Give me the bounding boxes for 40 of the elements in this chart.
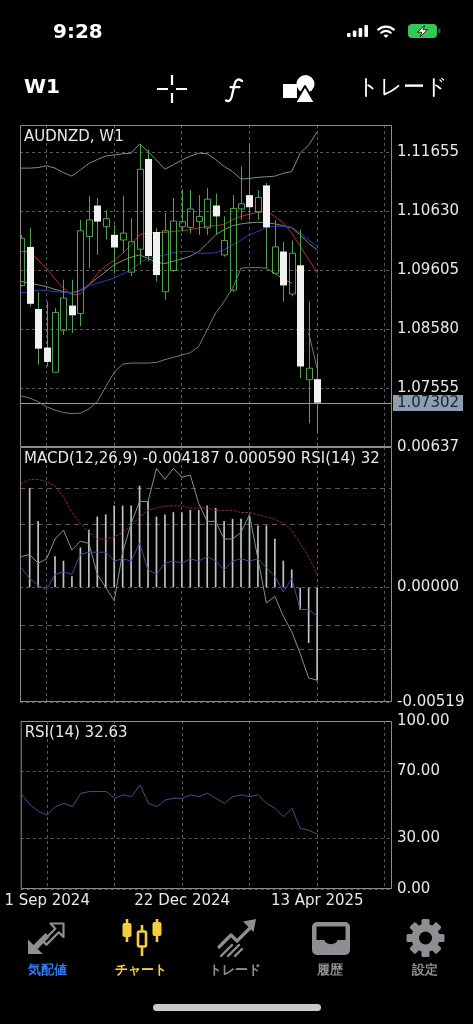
text: 9:28 [53, 19, 103, 43]
text: 履歴 [317, 962, 343, 978]
candlestick [86, 195, 93, 269]
y-tick-label: 30.00 [397, 828, 440, 847]
candlestick [255, 189, 262, 221]
text: 設定 [412, 962, 438, 978]
ref-line-label: 1.07302 [397, 393, 460, 411]
x-tick-label: 1 Sep 2024 [4, 890, 90, 909]
candlestick [128, 217, 135, 277]
candlestick [137, 143, 144, 266]
y-tick-label: 0.00000 [397, 577, 460, 596]
y-tick-label: 1.07555 [397, 377, 460, 396]
y-tick-label: 0.00 [397, 878, 431, 897]
y-tick-label: 1.11655 [397, 142, 460, 161]
candlestick [213, 192, 220, 236]
y-tick-label: -0.00519 [397, 691, 465, 710]
y-tick-label: 1.10630 [397, 201, 460, 220]
chart-title: AUDNZD, W1 [24, 127, 124, 146]
candlestick [120, 195, 127, 254]
y-tick-label: 100.00 [397, 710, 450, 729]
text: トレード [357, 74, 448, 101]
text: チャート [115, 962, 167, 978]
y-tick-label: 1.09605 [397, 260, 460, 279]
text: トレード [209, 962, 261, 978]
candlestick [103, 209, 110, 240]
x-tick-label: 22 Dec 2024 [134, 890, 231, 909]
text: 気配値 [27, 962, 67, 978]
y-tick-label: 70.00 [397, 761, 440, 780]
candlestick [221, 215, 228, 258]
x-tick-label: 13 Apr 2025 [270, 890, 364, 909]
chart-title: RSI(14) 32.63 [24, 723, 128, 742]
candlestick [111, 224, 118, 274]
line-series [20, 478, 318, 575]
y-tick-label: 0.00637 [397, 436, 460, 455]
candlestick [272, 219, 279, 274]
y-tick-label: 1.08580 [397, 319, 460, 338]
chart-title: MACD(12,26,9) -0.004187 0.000590 RSI(14) 32 [24, 449, 380, 468]
text: W1 [24, 74, 60, 98]
candlestick [77, 219, 84, 327]
candlestick [306, 301, 313, 424]
